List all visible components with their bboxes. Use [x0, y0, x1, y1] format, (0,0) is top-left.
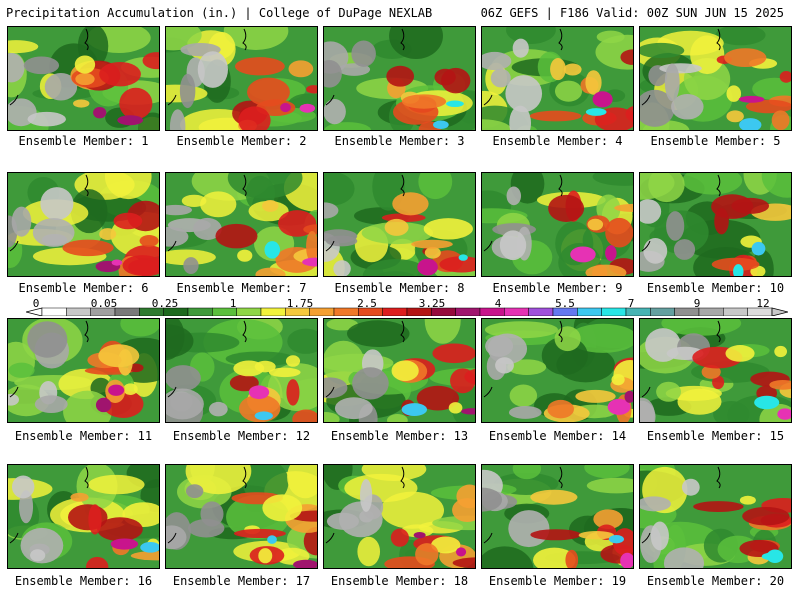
ensemble-member-map — [323, 26, 476, 131]
ensemble-member-map — [639, 26, 792, 131]
ensemble-member-map — [323, 172, 476, 277]
colorbar-tick-label: 1 — [229, 297, 237, 310]
colorbar-tick-label: 9 — [693, 297, 701, 310]
precipitation-colorbar — [26, 307, 788, 316]
colorbar-swatch — [114, 307, 140, 316]
ensemble-member-label: Ensemble Member: 14 — [488, 429, 627, 443]
ensemble-member-label: Ensemble Member: 15 — [646, 429, 785, 443]
colorbar-swatch — [41, 307, 67, 316]
ensemble-member-label: Ensemble Member: 5 — [650, 134, 781, 148]
ensemble-member-label: Ensemble Member: 6 — [18, 281, 149, 295]
colorbar-swatch — [723, 307, 748, 316]
ensemble-member-map — [639, 318, 792, 423]
ensemble-member-label: Ensemble Member: 4 — [492, 134, 623, 148]
colorbar-tick-label: 7 — [627, 297, 635, 310]
page-title: Precipitation Accumulation (in.) | Colle… — [6, 6, 433, 20]
ensemble-member-map — [481, 172, 634, 277]
colorbar-tick-label: 12 — [756, 297, 770, 310]
model-run-info: 06Z GEFS | F186 Valid: 00Z SUN JUN 15 20… — [480, 6, 784, 20]
colorbar-swatch — [650, 307, 675, 316]
colorbar-swatch — [333, 307, 359, 316]
colorbar-tick-label: 0.25 — [151, 297, 179, 310]
ensemble-member-label: Ensemble Member: 1 — [18, 134, 149, 148]
ensemble-member-map — [639, 464, 792, 569]
colorbar-swatch — [577, 307, 602, 316]
colorbar-arrow — [771, 307, 788, 316]
ensemble-member-label: Ensemble Member: 20 — [646, 574, 785, 588]
ensemble-member-map — [639, 172, 792, 277]
ensemble-member-map — [481, 464, 634, 569]
colorbar-swatch — [504, 307, 529, 316]
ensemble-member-map — [481, 26, 634, 131]
colorbar-swatch — [187, 307, 213, 316]
colorbar-swatch — [528, 307, 554, 316]
ensemble-member-map — [165, 464, 318, 569]
colorbar-tick-label: 4 — [494, 297, 502, 310]
colorbar-tick-label: 2.5 — [357, 297, 377, 310]
ensemble-member-label: Ensemble Member: 8 — [334, 281, 465, 295]
ensemble-member-label: Ensemble Member: 12 — [172, 429, 311, 443]
colorbar-tick-label: 3.25 — [418, 297, 446, 310]
ensemble-member-label: Ensemble Member: 17 — [172, 574, 311, 588]
ensemble-member-label: Ensemble Member: 13 — [330, 429, 469, 443]
ensemble-member-label: Ensemble Member: 3 — [334, 134, 465, 148]
colorbar-swatch — [66, 307, 91, 316]
ensemble-member-map — [165, 318, 318, 423]
ensemble-member-map — [7, 172, 160, 277]
ensemble-member-label: Ensemble Member: 16 — [14, 574, 153, 588]
ensemble-member-map — [165, 172, 318, 277]
ensemble-member-map — [165, 26, 318, 131]
colorbar-tick-label: 0 — [32, 297, 40, 310]
ensemble-member-label: Ensemble Member: 9 — [492, 281, 623, 295]
ensemble-member-map — [7, 464, 160, 569]
ensemble-member-label: Ensemble Member: 18 — [330, 574, 469, 588]
colorbar-swatch — [455, 307, 481, 316]
colorbar-tick-label: 1.75 — [286, 297, 314, 310]
ensemble-member-map — [481, 318, 634, 423]
colorbar-swatch — [601, 307, 627, 316]
colorbar-swatch — [260, 307, 286, 316]
ensemble-member-label: Ensemble Member: 7 — [176, 281, 307, 295]
ensemble-member-map — [323, 464, 476, 569]
colorbar-swatch — [698, 307, 724, 316]
ensemble-member-label: Ensemble Member: 19 — [488, 574, 627, 588]
colorbar-tick-label: 0.05 — [90, 297, 118, 310]
colorbar-tick-label: 5.5 — [555, 297, 575, 310]
ensemble-member-label: Ensemble Member: 11 — [14, 429, 153, 443]
ensemble-member-label: Ensemble Member: 10 — [646, 281, 785, 295]
ensemble-member-map — [7, 318, 160, 423]
colorbar-swatch — [382, 307, 408, 316]
ensemble-member-label: Ensemble Member: 2 — [176, 134, 307, 148]
colorbar-swatch — [236, 307, 262, 316]
ensemble-member-map — [7, 26, 160, 131]
ensemble-member-map — [323, 318, 476, 423]
colorbar-swatch — [309, 307, 335, 316]
